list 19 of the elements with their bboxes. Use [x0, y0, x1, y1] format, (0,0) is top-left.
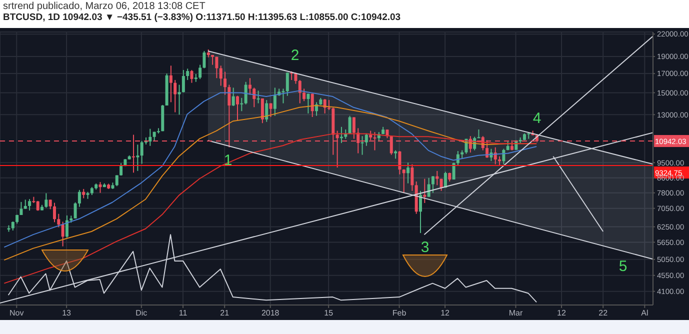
x-tick-label: 22: [598, 308, 608, 318]
x-tick-label: Nov: [10, 308, 24, 318]
annotation: 4: [532, 110, 542, 127]
x-tick-label: 2018: [261, 308, 280, 318]
x-tick-label: Feb: [392, 308, 407, 318]
x-tick-label: 11: [178, 308, 188, 318]
x-tick-label: 12: [557, 308, 566, 318]
chart-subtitle: BTCUSD, 1D 10942.03 ▼ −435.51 (−3.83%) O:11371.50 H:11395.63 L:10855.00 C:10942.03: [2, 12, 402, 23]
x-tick-label: 12: [440, 308, 450, 318]
x-tick-label: 15: [324, 308, 334, 318]
chart-title: srtrend publicado, Marzo 06, 2018 13:08 CET: [2, 0, 206, 12]
annotation: 2: [290, 47, 300, 64]
annotation: 3: [420, 239, 430, 256]
x-tick-label: Dic: [136, 308, 148, 318]
x-tick-label: Mar: [508, 308, 523, 318]
x-tick-label: Al: [641, 308, 648, 318]
x-tick-label: 13: [62, 308, 72, 318]
x-tick-label: 21: [220, 308, 230, 318]
annotation: 5: [618, 258, 628, 275]
